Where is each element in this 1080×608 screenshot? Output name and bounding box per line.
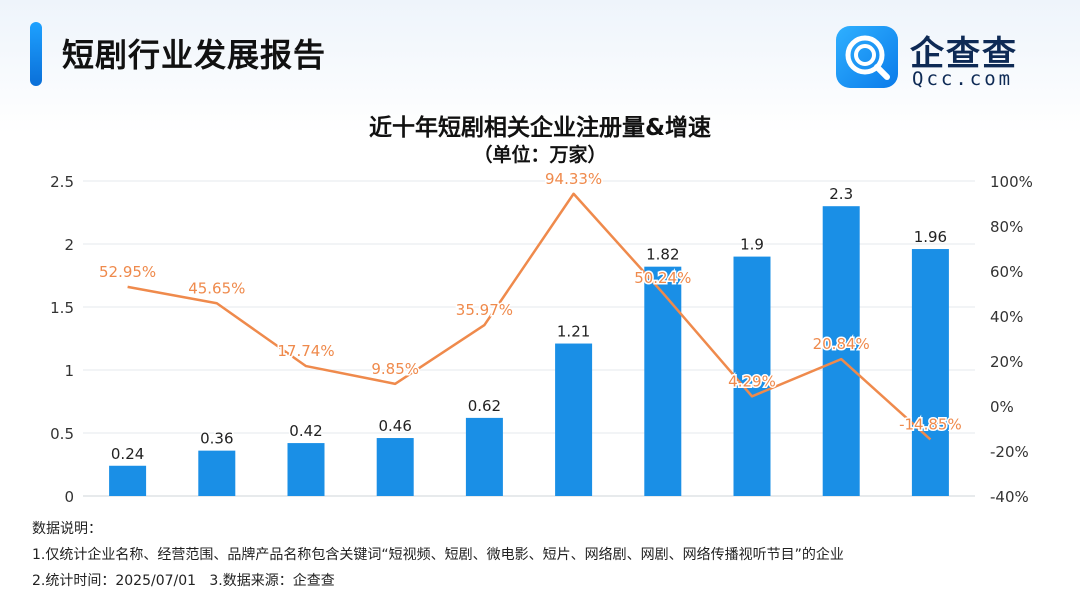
line-value-label: 94.33% — [545, 170, 602, 188]
y-right-tick-label: 40% — [990, 308, 1023, 326]
bar — [376, 438, 414, 496]
bar-value-label: 2.3 — [829, 185, 853, 203]
report-title: 短剧行业发展报告 — [62, 36, 327, 74]
line-value-label: -14.85% — [899, 415, 962, 433]
y-right-tick-label: 100% — [990, 173, 1033, 191]
y-right-tick-label: -40% — [990, 488, 1029, 506]
line-value-label: 17.74% — [277, 342, 334, 360]
y-right-tick-label: -20% — [990, 443, 1029, 461]
chart-title: 近十年短剧相关企业注册量&增速 — [368, 115, 712, 141]
chart-unit: （单位：万家） — [473, 144, 607, 166]
y-left-tick-label: 1.5 — [50, 299, 74, 317]
bar-value-label: 0.62 — [468, 397, 501, 415]
x-tick-label: 2023 — [817, 513, 865, 515]
y-left-tick-label: 2 — [64, 236, 74, 254]
x-tick-label: 2021 — [639, 513, 687, 515]
x-tick-label: 2019 — [460, 513, 508, 515]
bar-value-label: 0.36 — [200, 430, 233, 448]
notes-line-2: 2.统计时间：2025/07/01 3.数据来源：企查查 — [32, 573, 335, 589]
y-right-tick-label: 20% — [990, 353, 1023, 371]
notes-line-1: 1.仅统计企业名称、经营范围、品牌产品名称包含关键词“短视频、短剧、微电影、短片… — [32, 547, 844, 563]
bar-value-label: 0.46 — [378, 417, 411, 435]
line-value-label: 20.84% — [813, 335, 870, 353]
combo-chart: 0 0.5 1 1.5 2 2.5 -40% -20% 0% 20% 40% 60% 80% 100% 20… — [50, 168, 1033, 515]
x-tick-label: 2018 — [371, 513, 419, 515]
line-value-label: 45.65% — [188, 279, 245, 297]
x-tick-label: 2020 — [549, 513, 597, 515]
qcc-magnifier-icon — [836, 26, 898, 88]
y-right-tick-label: 60% — [990, 263, 1023, 281]
bar — [822, 206, 860, 496]
bar — [911, 249, 949, 496]
notes-heading: 数据说明： — [32, 521, 102, 537]
line-value-label: 52.95% — [99, 263, 156, 281]
bar — [109, 465, 147, 496]
brand-name-cn: 企查查 — [910, 34, 1018, 74]
y-right-tick-label: 0% — [990, 398, 1014, 416]
header-accent-bar — [30, 22, 42, 86]
data-notes: 数据说明： 1.仅统计企业名称、经营范围、品牌产品名称包含关键词“短视频、短剧、… — [32, 516, 844, 594]
x-tick-label: 2015 — [103, 513, 151, 515]
y-left-tick-label: 0.5 — [50, 425, 74, 443]
bar — [287, 443, 325, 496]
y-right-tick-label: 80% — [990, 218, 1023, 236]
x-tick-label: 2017 — [282, 513, 330, 515]
bar-value-label: 0.24 — [111, 445, 144, 463]
y-left-tick-label: 2.5 — [50, 173, 74, 191]
growth-line — [127, 192, 932, 441]
y-left-tick-label: 0 — [64, 488, 74, 506]
bar-value-label: 1.96 — [914, 228, 947, 246]
bar-value-label: 1.82 — [646, 246, 679, 264]
x-tick-label: 2016 — [193, 513, 241, 515]
brand-name-en: Qcc.com — [912, 68, 1014, 90]
x-tick-label: 2024 — [906, 513, 954, 515]
line-value-label: 50.24% — [634, 269, 691, 287]
bar — [555, 343, 593, 496]
bar — [198, 450, 236, 496]
line-value-label: 4.29% — [728, 372, 776, 390]
bar — [465, 417, 503, 496]
x-tick-label: 2022 — [728, 513, 776, 515]
line-value-label: 9.85% — [371, 360, 419, 378]
brand-logo: 企查查 Qcc.com — [836, 24, 1056, 90]
bar — [733, 256, 771, 496]
line-value-label: 35.97% — [456, 301, 513, 319]
bar-value-label: 0.42 — [289, 422, 322, 440]
y-left-tick-label: 1 — [64, 362, 74, 380]
bar-value-label: 1.9 — [740, 236, 764, 254]
bar-value-label: 1.21 — [557, 323, 590, 341]
bar — [644, 266, 682, 496]
